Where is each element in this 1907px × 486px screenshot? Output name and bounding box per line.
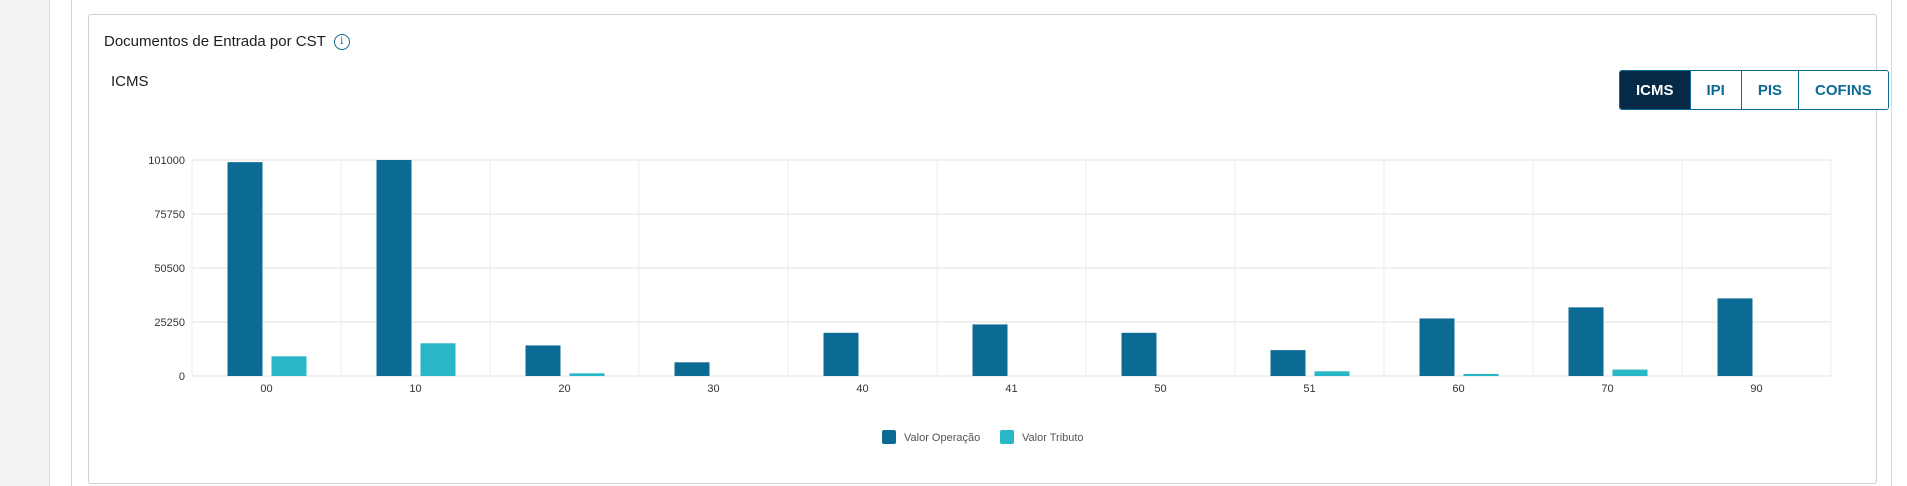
x-tick-label: 50 <box>1154 383 1166 395</box>
y-tick-label: 75750 <box>154 209 185 221</box>
tax-selector: ICMS IPI PIS COFINS <box>1619 70 1889 110</box>
bar-valor-operacao-10 <box>376 160 412 376</box>
x-tick-label: 70 <box>1601 383 1613 395</box>
bar-valor-operacao-20 <box>525 345 561 376</box>
bar-valor-tributo-60 <box>1463 373 1499 376</box>
x-tick-label: 00 <box>260 383 272 395</box>
bar-valor-operacao-40 <box>823 332 859 376</box>
divider <box>1891 0 1892 486</box>
chart-subtitle: ICMS <box>111 73 149 90</box>
legend-swatch-1 <box>1000 430 1014 444</box>
x-tick-label: 10 <box>409 383 421 395</box>
bar-valor-operacao-41 <box>972 324 1008 376</box>
x-tick-label: 60 <box>1452 383 1464 395</box>
card-title-text: Documentos de Entrada por CST <box>104 33 326 50</box>
bar-valor-operacao-00 <box>227 162 263 376</box>
bar-valor-operacao-90 <box>1717 298 1753 376</box>
y-tick-label: 25250 <box>154 317 185 329</box>
x-tick-label: 40 <box>856 383 868 395</box>
sidebar <box>0 0 50 486</box>
x-tick-label: 20 <box>558 383 570 395</box>
bar-valor-operacao-30 <box>674 362 710 376</box>
tab-cofins[interactable]: COFINS <box>1798 71 1888 109</box>
bar-valor-operacao-51 <box>1270 350 1306 376</box>
bar-valor-tributo-20 <box>569 373 605 376</box>
x-tick-label: 51 <box>1303 383 1315 395</box>
y-tick-label: 101000 <box>148 155 185 167</box>
x-tick-label: 90 <box>1750 383 1762 395</box>
tab-icms[interactable]: ICMS <box>1620 71 1690 109</box>
bar-valor-tributo-00 <box>271 356 307 376</box>
card-title: Documentos de Entrada por CST i <box>104 33 350 50</box>
bar-valor-operacao-70 <box>1568 307 1604 376</box>
x-tick-label: 41 <box>1005 383 1017 395</box>
x-tick-label: 30 <box>707 383 719 395</box>
legend-label: Valor Operação <box>904 432 980 444</box>
bar-valor-operacao-50 <box>1121 332 1157 376</box>
tab-pis[interactable]: PIS <box>1740 71 1799 109</box>
legend-label: Valor Tributo <box>1022 432 1084 444</box>
bar-valor-tributo-51 <box>1314 371 1350 376</box>
y-tick-label: 50500 <box>154 263 185 275</box>
tab-ipi[interactable]: IPI <box>1689 71 1741 109</box>
bar-valor-tributo-70 <box>1612 369 1648 376</box>
legend-swatch-0 <box>882 430 896 444</box>
bar-valor-tributo-10 <box>420 343 456 376</box>
info-icon[interactable]: i <box>333 33 350 50</box>
y-tick-label: 0 <box>179 371 185 383</box>
bar-valor-operacao-60 <box>1419 318 1455 376</box>
divider <box>71 0 72 486</box>
